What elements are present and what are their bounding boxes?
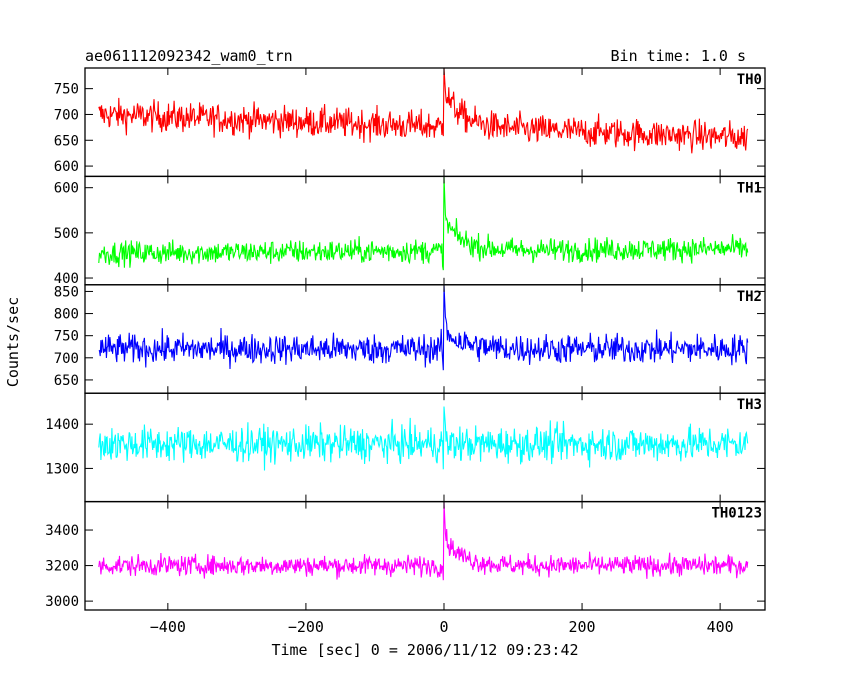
bin-time-label: Bin time: 1.0 s xyxy=(611,47,746,65)
y-tick-label: 1300 xyxy=(45,461,79,477)
series-th3 xyxy=(98,406,749,471)
y-tick-label: 500 xyxy=(54,226,79,242)
x-tick-label: 0 xyxy=(439,618,448,636)
panel-label-th0: TH0 xyxy=(737,72,762,88)
y-tick-label: 650 xyxy=(54,133,79,149)
series-th0123 xyxy=(98,501,749,581)
panel-label-th0123: TH0123 xyxy=(711,506,762,522)
x-tick-label: 400 xyxy=(707,618,734,636)
series-th1 xyxy=(98,176,749,271)
y-tick-label: 400 xyxy=(54,271,79,287)
y-tick-label: 600 xyxy=(54,159,79,175)
x-tick-label: −200 xyxy=(288,618,324,636)
y-tick-label: 3000 xyxy=(45,594,79,610)
y-tick-label: 750 xyxy=(54,329,79,345)
y-tick-label: 750 xyxy=(54,82,79,98)
panels-group: 600 650 700 750 TH0 400 500 600 TH1 650 700 750 800 8… xyxy=(45,67,766,636)
y-tick-label: 700 xyxy=(54,351,79,367)
y-tick-label: 650 xyxy=(54,373,79,389)
x-tick-label: 200 xyxy=(569,618,596,636)
y-tick-label: 850 xyxy=(54,284,79,300)
y-tick-label: 800 xyxy=(54,307,79,323)
series-th2 xyxy=(98,284,749,371)
x-tick-label: −400 xyxy=(150,618,186,636)
chart-title: ae061112092342_wam0_trn xyxy=(85,47,293,65)
y-tick-label: 600 xyxy=(54,181,79,197)
series-th0 xyxy=(98,68,749,154)
panel-frame-th0123 xyxy=(84,500,766,611)
panel-label-th1: TH1 xyxy=(737,180,762,196)
panel-label-th3: TH3 xyxy=(737,397,762,413)
y-tick-label: 3200 xyxy=(45,559,79,575)
panel-frame-th2 xyxy=(84,284,766,394)
y-tick-label: 700 xyxy=(54,107,79,123)
panel-frame-th0 xyxy=(84,67,766,178)
panel-frame-th1 xyxy=(84,175,766,286)
x-axis-label: Time [sec] 0 = 2006/11/12 09:23:42 xyxy=(271,641,578,659)
y-axis-label: Counts/sec xyxy=(4,297,22,387)
y-tick-label: 1400 xyxy=(45,417,79,433)
panel-label-th2: TH2 xyxy=(737,289,762,305)
y-tick-label: 3400 xyxy=(45,523,79,539)
